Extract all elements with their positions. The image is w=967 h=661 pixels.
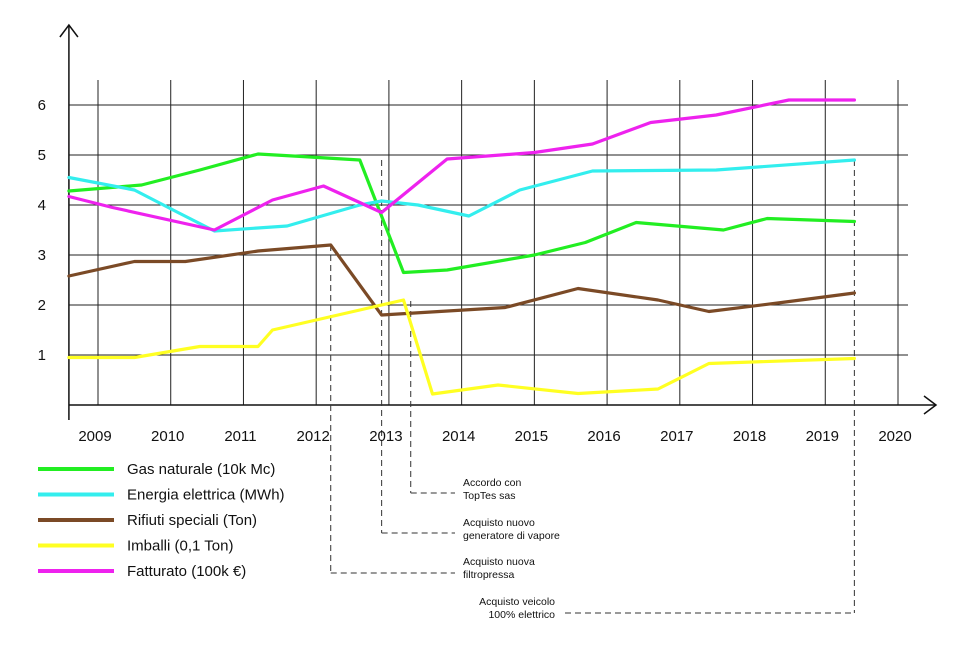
annotation-label: Acquisto nuovo bbox=[463, 517, 535, 529]
annotation-guides bbox=[330, 160, 855, 614]
y-tick-label: 2 bbox=[38, 297, 46, 314]
y-tick-label: 6 bbox=[38, 97, 46, 114]
series-line bbox=[67, 152, 857, 275]
legend-label: Rifiuti speciali (Ton) bbox=[127, 512, 257, 529]
series-line bbox=[67, 243, 857, 317]
legend: Gas naturale (10k Mc) Energia elettrica (… bbox=[38, 461, 285, 580]
y-tick-label: 4 bbox=[38, 197, 46, 214]
y-tick-label: 3 bbox=[38, 247, 46, 264]
annotation-label: 100% elettrico bbox=[488, 609, 555, 621]
series-line bbox=[67, 98, 857, 232]
x-tick-label: 2016 bbox=[587, 428, 620, 445]
annotation-label: TopTes sas bbox=[463, 490, 516, 502]
annotation-label: generatore di vapore bbox=[463, 530, 560, 542]
grid bbox=[68, 80, 908, 405]
legend-label: Gas naturale (10k Mc) bbox=[127, 461, 275, 478]
x-tick-label: 2015 bbox=[515, 428, 548, 445]
annotation-label: Accordo con bbox=[463, 477, 522, 489]
legend-label: Imballi (0,1 Ton) bbox=[127, 538, 233, 555]
tick-labels: 2009 2010 2011 2012 2013 2014 2015 2016 2017 2018… bbox=[38, 97, 912, 445]
x-tick-label: 2013 bbox=[369, 428, 402, 445]
y-tick-label: 5 bbox=[38, 147, 46, 164]
annotation-label: Acquisto veicolo bbox=[479, 596, 555, 608]
annotation-label: Acquisto nuova bbox=[463, 556, 535, 568]
legend-label: Energia elettrica (MWh) bbox=[127, 487, 285, 504]
series-line bbox=[67, 158, 857, 233]
series-line bbox=[67, 298, 857, 396]
x-tick-label: 2019 bbox=[806, 428, 839, 445]
annotation-label: filtropressa bbox=[463, 569, 515, 581]
series-lines bbox=[67, 98, 857, 396]
y-tick-label: 1 bbox=[38, 347, 46, 364]
y-axis-arrow bbox=[59, 23, 79, 38]
x-tick-label: 2011 bbox=[224, 428, 256, 445]
legend-label: Fatturato (100k €) bbox=[127, 563, 246, 580]
x-tick-label: 2020 bbox=[878, 428, 911, 445]
x-tick-label: 2014 bbox=[442, 428, 475, 445]
x-tick-label: 2010 bbox=[151, 428, 184, 445]
x-tick-label: 2017 bbox=[660, 428, 693, 445]
x-axis-arrow bbox=[923, 395, 938, 415]
axes bbox=[59, 23, 938, 420]
x-tick-label: 2009 bbox=[78, 428, 111, 445]
x-tick-label: 2018 bbox=[733, 428, 766, 445]
x-tick-label: 2012 bbox=[296, 428, 329, 445]
